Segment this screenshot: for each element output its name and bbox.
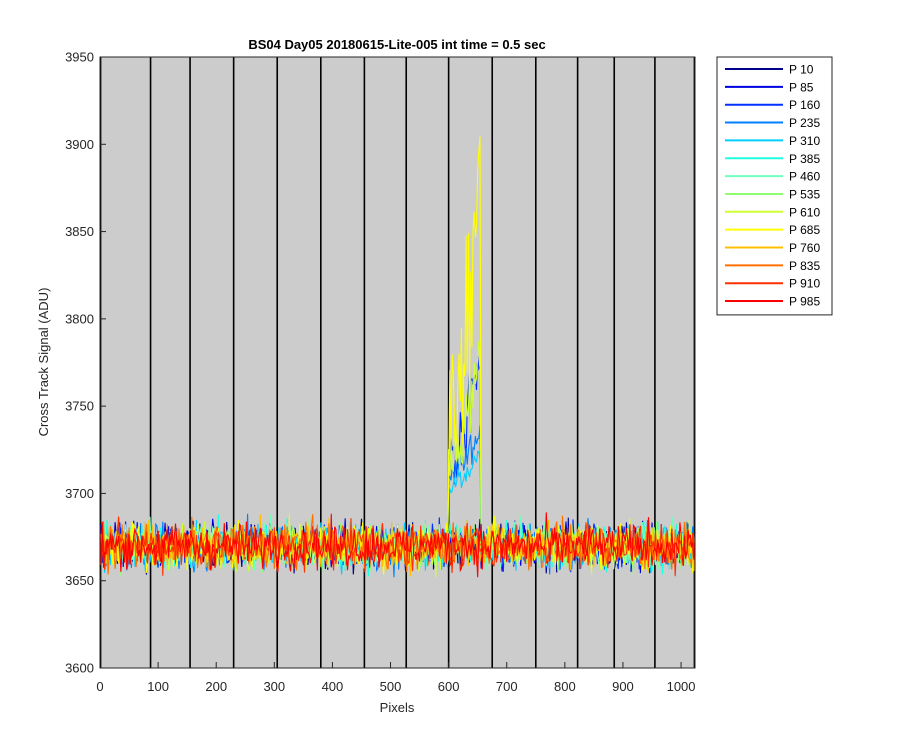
y-tick-label-3800: 3800 [65,311,94,326]
legend-label-p985: P 985 [789,295,820,309]
series-lines [100,136,695,578]
x-axis-label: Pixels [380,700,415,715]
plot-frame [99,56,696,669]
legend-label-p760: P 760 [789,241,820,255]
x-tick-label-600: 600 [438,679,460,694]
x-tick-label-900: 900 [612,679,634,694]
legend-label-p835: P 835 [789,259,820,273]
x-tick-label-100: 100 [147,679,169,694]
x-tick-label-0: 0 [96,679,103,694]
legend-label-p310: P 310 [789,134,820,148]
plot-background [100,57,695,668]
legend-label-p685: P 685 [789,223,820,237]
legend-label-p535: P 535 [789,187,820,201]
x-tick-label-500: 500 [380,679,402,694]
y-tick-label-3850: 3850 [65,224,94,239]
x-tick-label-800: 800 [554,679,576,694]
legend-label-p85: P 85 [789,80,814,94]
y-tick-label-3900: 3900 [65,137,94,152]
chart-title: BS04 Day05 20180615-Lite-005 int time = … [248,37,545,52]
y-tick-label-3700: 3700 [65,486,94,501]
legend-label-p10: P 10 [789,63,814,77]
legend: P 10 P 85 P 160 P 235 P 310 P 385 P 460 P 535 P … [716,56,833,316]
x-tick-label-1000: 1000 [667,679,696,694]
y-axis-label: Cross Track Signal (ADU) [36,288,51,437]
series-line-p985 [100,512,695,578]
legend-label-p385: P 385 [789,152,820,166]
x-tick-label-200: 200 [205,679,227,694]
y-tick-label-3650: 3650 [65,573,94,588]
legend-label-p610: P 610 [789,205,820,219]
legend-label-p910: P 910 [789,277,820,291]
y-axis: 3600 3650 3700 3750 3800 3850 3900 3950 [65,50,106,676]
y-tick-label-3950: 3950 [65,50,94,65]
x-axis: 0 100 200 300 400 500 600 700 800 900 1000 [96,662,696,694]
y-tick-label-3600: 3600 [65,661,94,676]
x-tick-label-300: 300 [263,679,285,694]
legend-label-p235: P 235 [789,116,820,130]
x-tick-label-700: 700 [496,679,518,694]
x-tick-label-400: 400 [322,679,344,694]
legend-label-p460: P 460 [789,170,820,184]
legend-box [716,56,833,316]
legend-label-p160: P 160 [789,98,820,112]
y-tick-label-3750: 3750 [65,399,94,414]
